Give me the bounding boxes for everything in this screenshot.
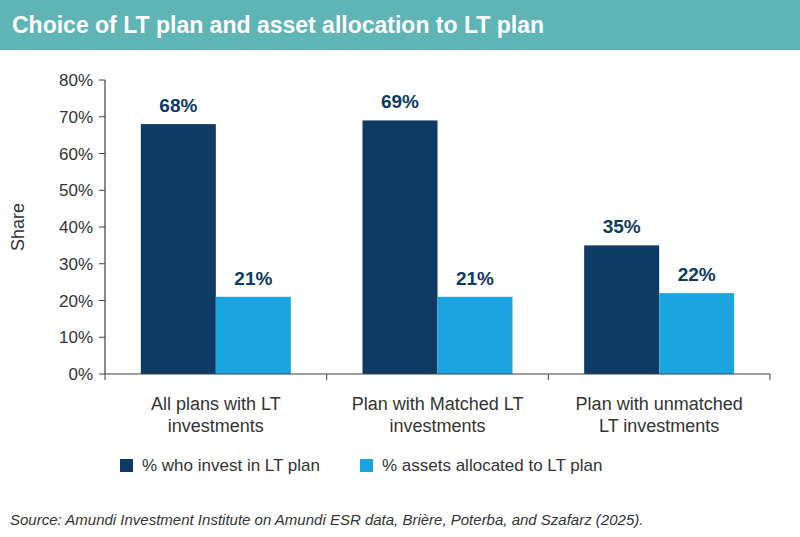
title: Choice of LT plan and asset allocation t… xyxy=(12,12,544,38)
bar xyxy=(438,297,513,374)
y-tick-label: 30% xyxy=(59,255,93,274)
data-labels: 68% 69% 35% 21% 21% 22% xyxy=(159,91,715,288)
legend-swatch xyxy=(360,459,373,472)
y-tick-label: 60% xyxy=(59,145,93,164)
y-tick xyxy=(99,116,105,117)
x-tick-label-line: LT investments xyxy=(599,416,719,436)
bar xyxy=(363,120,438,374)
y-tick xyxy=(99,300,105,301)
x-tick-label-line: investments xyxy=(389,416,485,436)
bar xyxy=(584,245,659,374)
data-label: 22% xyxy=(678,264,716,285)
y-tick-label: 0% xyxy=(68,365,93,384)
bars xyxy=(141,120,734,374)
bar xyxy=(216,297,291,374)
data-label: 68% xyxy=(159,95,197,116)
bar xyxy=(141,124,216,374)
y-tick xyxy=(99,374,105,375)
x-tick-label: Plan with unmatchedLT investments xyxy=(576,394,743,436)
x-tick-label: Plan with Matched LTinvestments xyxy=(352,394,524,436)
legend: % who invest in LT plan % assets allocate… xyxy=(120,456,602,475)
x-axis xyxy=(105,373,770,374)
legend-label: % assets allocated to LT plan xyxy=(382,456,603,475)
chart: Choice of LT plan and asset allocation t… xyxy=(0,0,800,537)
x-tick-label-line: investments xyxy=(168,416,264,436)
title-banner xyxy=(0,0,800,50)
y-tick-label: 40% xyxy=(59,218,93,237)
x-tick-label-line: Plan with Matched LT xyxy=(352,394,524,414)
x-tick xyxy=(548,374,549,380)
bar xyxy=(659,293,734,374)
legend-label: % who invest in LT plan xyxy=(142,456,320,475)
data-label: 21% xyxy=(234,268,272,289)
y-tick xyxy=(99,263,105,264)
x-tick xyxy=(326,374,327,380)
data-label: 21% xyxy=(456,268,494,289)
y-tick xyxy=(99,80,105,81)
y-tick xyxy=(99,153,105,154)
y-tick-label: 80% xyxy=(59,71,93,90)
x-tick-label-line: All plans with LT xyxy=(151,394,281,414)
y-axis xyxy=(104,80,105,374)
source: Source: Amundi Investment Institute on A… xyxy=(10,511,643,528)
y-tick-label: 70% xyxy=(59,108,93,127)
y-tick xyxy=(99,337,105,338)
data-label: 69% xyxy=(381,91,419,112)
x-tick-label-line: Plan with unmatched xyxy=(576,394,743,414)
x-tick xyxy=(105,374,106,380)
y-tick xyxy=(99,190,105,191)
x-tick xyxy=(770,374,771,380)
y-tick xyxy=(99,227,105,228)
x-tick-label: All plans with LTinvestments xyxy=(151,394,281,436)
y-tick-label: 50% xyxy=(59,181,93,200)
y-axis-label: Share xyxy=(8,203,28,251)
data-label: 35% xyxy=(603,216,641,237)
legend-swatch xyxy=(120,459,133,472)
y-tick-label: 10% xyxy=(59,328,93,347)
y-tick-label: 20% xyxy=(59,292,93,311)
